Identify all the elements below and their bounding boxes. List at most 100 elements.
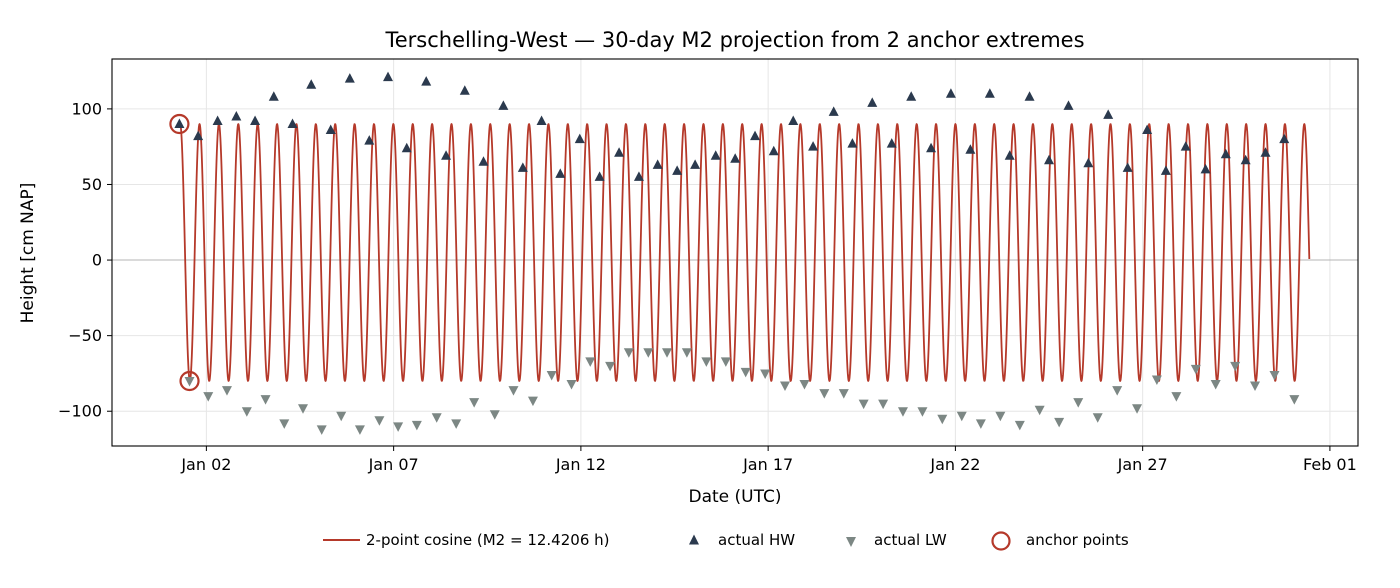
legend-label-hw: actual HW bbox=[718, 531, 795, 549]
lw-point bbox=[956, 411, 967, 422]
hw-point bbox=[945, 88, 956, 98]
lw-point bbox=[585, 357, 596, 367]
lw-point bbox=[316, 425, 327, 435]
y-tick-label: −100 bbox=[58, 402, 102, 421]
plot-frame bbox=[111, 58, 1359, 447]
lw-point bbox=[411, 420, 422, 431]
x-tick-label: Jan 17 bbox=[742, 455, 793, 474]
hw-point bbox=[478, 156, 489, 166]
lw-point bbox=[681, 348, 692, 358]
hw-point bbox=[459, 85, 470, 95]
hw-point bbox=[401, 142, 412, 153]
hw-point bbox=[344, 73, 355, 83]
lw-point bbox=[623, 348, 634, 358]
y-axis-title: Height [cm NAP] bbox=[18, 183, 38, 324]
lw-point bbox=[937, 414, 948, 425]
lw-point bbox=[740, 367, 751, 378]
hw-point bbox=[965, 144, 976, 154]
y-tick-label: 50 bbox=[82, 175, 102, 194]
hw-point bbox=[306, 79, 317, 89]
lw-markers bbox=[184, 348, 1300, 435]
anchor-point bbox=[179, 370, 200, 392]
hw-point bbox=[231, 110, 242, 121]
hw-point bbox=[1180, 141, 1191, 151]
lw-point bbox=[336, 411, 347, 422]
lw-point bbox=[508, 386, 519, 396]
legend-label-anchor: anchor points bbox=[1026, 531, 1129, 549]
hw-point bbox=[614, 147, 625, 157]
hw-point bbox=[1142, 124, 1153, 135]
lw-point bbox=[1054, 417, 1065, 428]
x-axis-title: Date (UTC) bbox=[688, 487, 781, 507]
y-axis-ticks: 100 50 0 −50 −100 bbox=[58, 99, 112, 421]
lw-point bbox=[279, 419, 290, 429]
hw-markers bbox=[174, 71, 1290, 181]
hw-point bbox=[1160, 165, 1171, 175]
hw-point bbox=[1122, 162, 1133, 172]
lw-point bbox=[431, 413, 442, 423]
hw-point bbox=[1044, 154, 1055, 165]
lw-point bbox=[878, 399, 889, 410]
legend-hw-triangle-icon bbox=[689, 534, 699, 545]
lw-point bbox=[1073, 398, 1084, 408]
x-tick-label: Jan 02 bbox=[180, 455, 231, 474]
hw-point bbox=[1024, 91, 1035, 101]
lw-point bbox=[779, 381, 790, 392]
lw-point bbox=[566, 380, 577, 390]
hw-point bbox=[193, 130, 204, 141]
lw-point bbox=[1210, 380, 1221, 390]
hw-point bbox=[926, 142, 937, 153]
x-tick-label: Jan 22 bbox=[929, 455, 980, 474]
lw-point bbox=[995, 411, 1006, 422]
legend-label-lw: actual LW bbox=[874, 531, 947, 549]
hw-point bbox=[212, 115, 223, 125]
hw-point bbox=[808, 141, 819, 151]
lw-point bbox=[241, 407, 252, 417]
anchor-point bbox=[169, 113, 190, 135]
lw-point bbox=[1092, 413, 1103, 423]
hw-point bbox=[730, 153, 741, 163]
hw-point bbox=[268, 91, 279, 101]
hw-point bbox=[867, 97, 878, 107]
lw-point bbox=[1112, 386, 1123, 396]
hw-point bbox=[1083, 157, 1094, 168]
lw-point bbox=[451, 419, 462, 429]
hw-point bbox=[750, 130, 761, 141]
hw-point bbox=[1279, 133, 1290, 144]
lw-point bbox=[1014, 420, 1025, 431]
lw-point bbox=[760, 369, 771, 379]
lw-point bbox=[662, 348, 673, 358]
x-tick-label: Jan 12 bbox=[555, 455, 606, 474]
hw-point bbox=[1103, 109, 1114, 119]
lw-point bbox=[917, 407, 928, 417]
hw-point bbox=[847, 138, 858, 148]
lw-point bbox=[221, 386, 232, 396]
lw-point bbox=[260, 395, 271, 405]
hw-point bbox=[652, 159, 663, 169]
lw-point bbox=[897, 407, 908, 417]
lw-point bbox=[1250, 381, 1261, 392]
lw-point bbox=[605, 361, 616, 372]
x-tick-label: Jan 07 bbox=[368, 455, 419, 474]
anchor-markers bbox=[169, 113, 200, 392]
lw-point bbox=[1289, 395, 1300, 405]
hw-point bbox=[633, 171, 644, 181]
hw-point bbox=[710, 150, 721, 160]
hw-point bbox=[768, 145, 779, 156]
hw-point bbox=[788, 115, 799, 125]
lw-point bbox=[203, 392, 214, 402]
hw-point bbox=[325, 124, 336, 135]
legend-lw-triangle-icon bbox=[846, 537, 856, 547]
hw-point bbox=[1004, 150, 1015, 160]
lw-point bbox=[469, 398, 480, 408]
hw-point bbox=[1200, 163, 1211, 174]
hw-point bbox=[364, 135, 375, 145]
hw-point bbox=[886, 138, 897, 148]
hw-point bbox=[174, 118, 185, 129]
cosine-curve-layer bbox=[179, 123, 1311, 382]
hw-point bbox=[383, 71, 394, 82]
lw-point bbox=[720, 357, 731, 367]
x-tick-label: Jan 27 bbox=[1117, 455, 1168, 474]
legend: 2-point cosine (M2 = 12.4206 h) actual H… bbox=[323, 531, 1129, 551]
